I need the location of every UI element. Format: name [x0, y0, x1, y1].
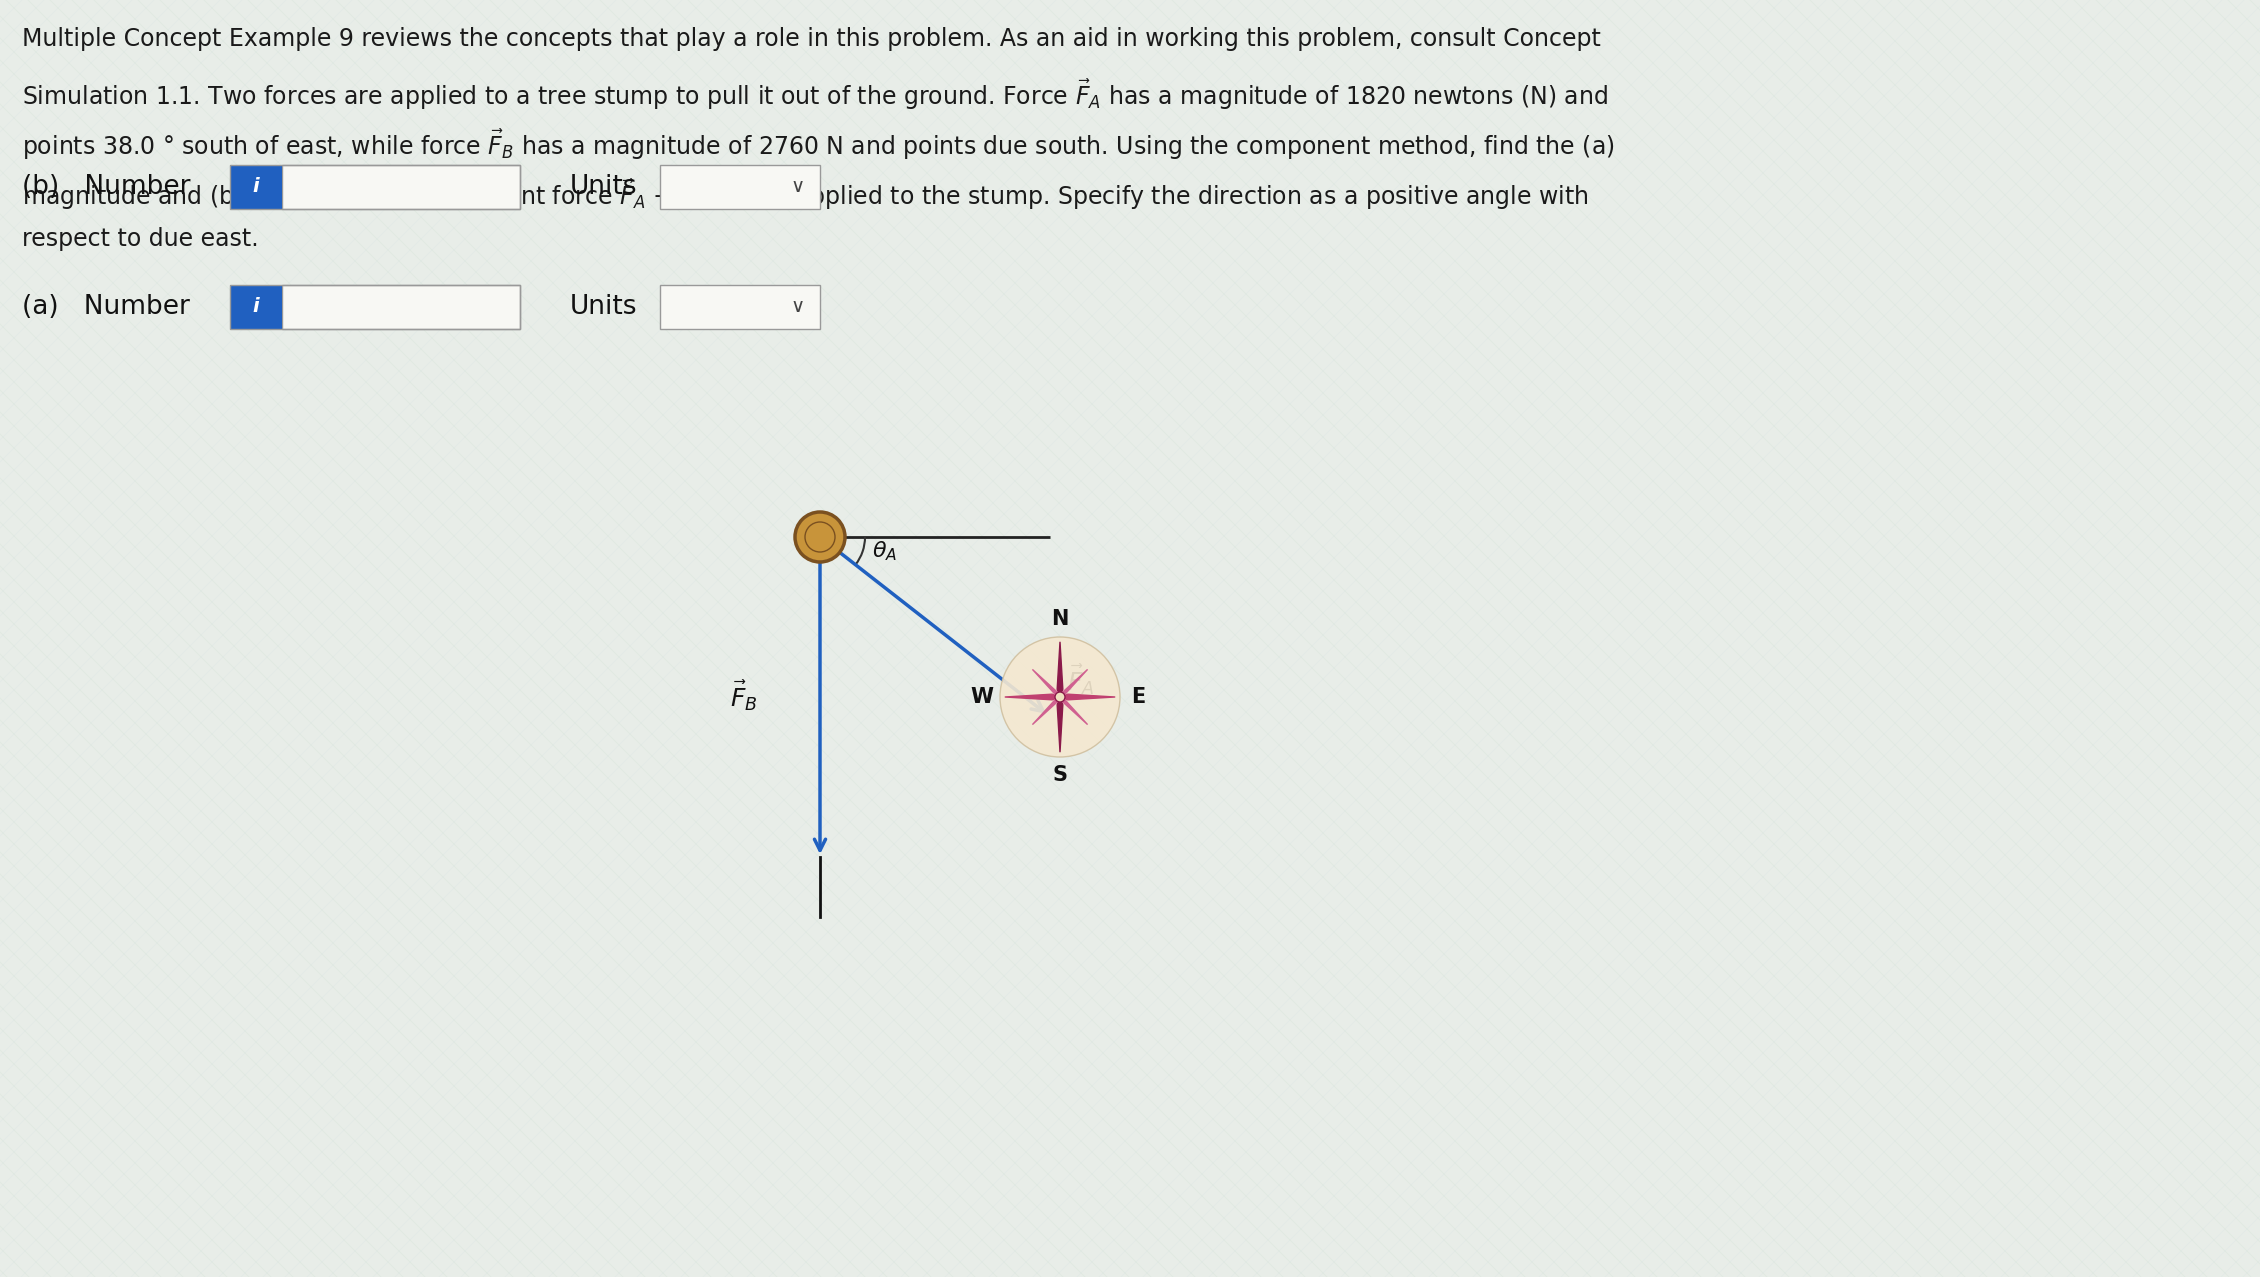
Polygon shape — [1060, 697, 1087, 724]
Text: i: i — [253, 298, 260, 317]
Text: points 38.0 ° south of east, while force $\vec{F}_B$ has a magnitude of 2760 N a: points 38.0 ° south of east, while force… — [23, 126, 1614, 162]
Polygon shape — [1060, 669, 1087, 697]
Text: $\vec{F}_B$: $\vec{F}_B$ — [730, 679, 757, 713]
Text: S: S — [1053, 765, 1067, 785]
Text: (a)   Number: (a) Number — [23, 294, 190, 321]
Text: W: W — [970, 687, 994, 707]
Polygon shape — [1006, 695, 1060, 700]
Polygon shape — [1058, 697, 1062, 752]
FancyBboxPatch shape — [660, 165, 820, 209]
FancyBboxPatch shape — [231, 285, 282, 329]
Text: i: i — [253, 178, 260, 197]
Text: Units: Units — [570, 294, 637, 321]
Text: (b)   Number: (b) Number — [23, 174, 190, 200]
FancyBboxPatch shape — [231, 165, 282, 209]
Circle shape — [796, 512, 845, 562]
Text: Multiple Concept Example 9 reviews the concepts that play a role in this problem: Multiple Concept Example 9 reviews the c… — [23, 27, 1600, 51]
Text: magnitude and (b) direction of the resultant force $\vec{F}_A$ + $\vec{F}_B$ tha: magnitude and (b) direction of the resul… — [23, 178, 1589, 212]
Text: ∨: ∨ — [791, 298, 805, 317]
Polygon shape — [1060, 695, 1114, 700]
Polygon shape — [1033, 697, 1060, 724]
Text: respect to due east.: respect to due east. — [23, 227, 258, 252]
FancyBboxPatch shape — [282, 285, 520, 329]
Circle shape — [999, 637, 1121, 757]
Polygon shape — [1033, 669, 1060, 697]
Circle shape — [1055, 692, 1064, 702]
FancyBboxPatch shape — [282, 165, 520, 209]
Polygon shape — [1058, 642, 1062, 697]
Text: N: N — [1051, 609, 1069, 630]
FancyBboxPatch shape — [660, 285, 820, 329]
Text: $\theta_A$: $\theta_A$ — [872, 539, 897, 563]
Text: Simulation 1.1. Two forces are applied to a tree stump to pull it out of the gro: Simulation 1.1. Two forces are applied t… — [23, 77, 1609, 111]
Text: E: E — [1130, 687, 1146, 707]
Text: ∨: ∨ — [791, 178, 805, 197]
Text: $\vec{F}_A$: $\vec{F}_A$ — [1067, 663, 1094, 697]
Text: Units: Units — [570, 174, 637, 200]
